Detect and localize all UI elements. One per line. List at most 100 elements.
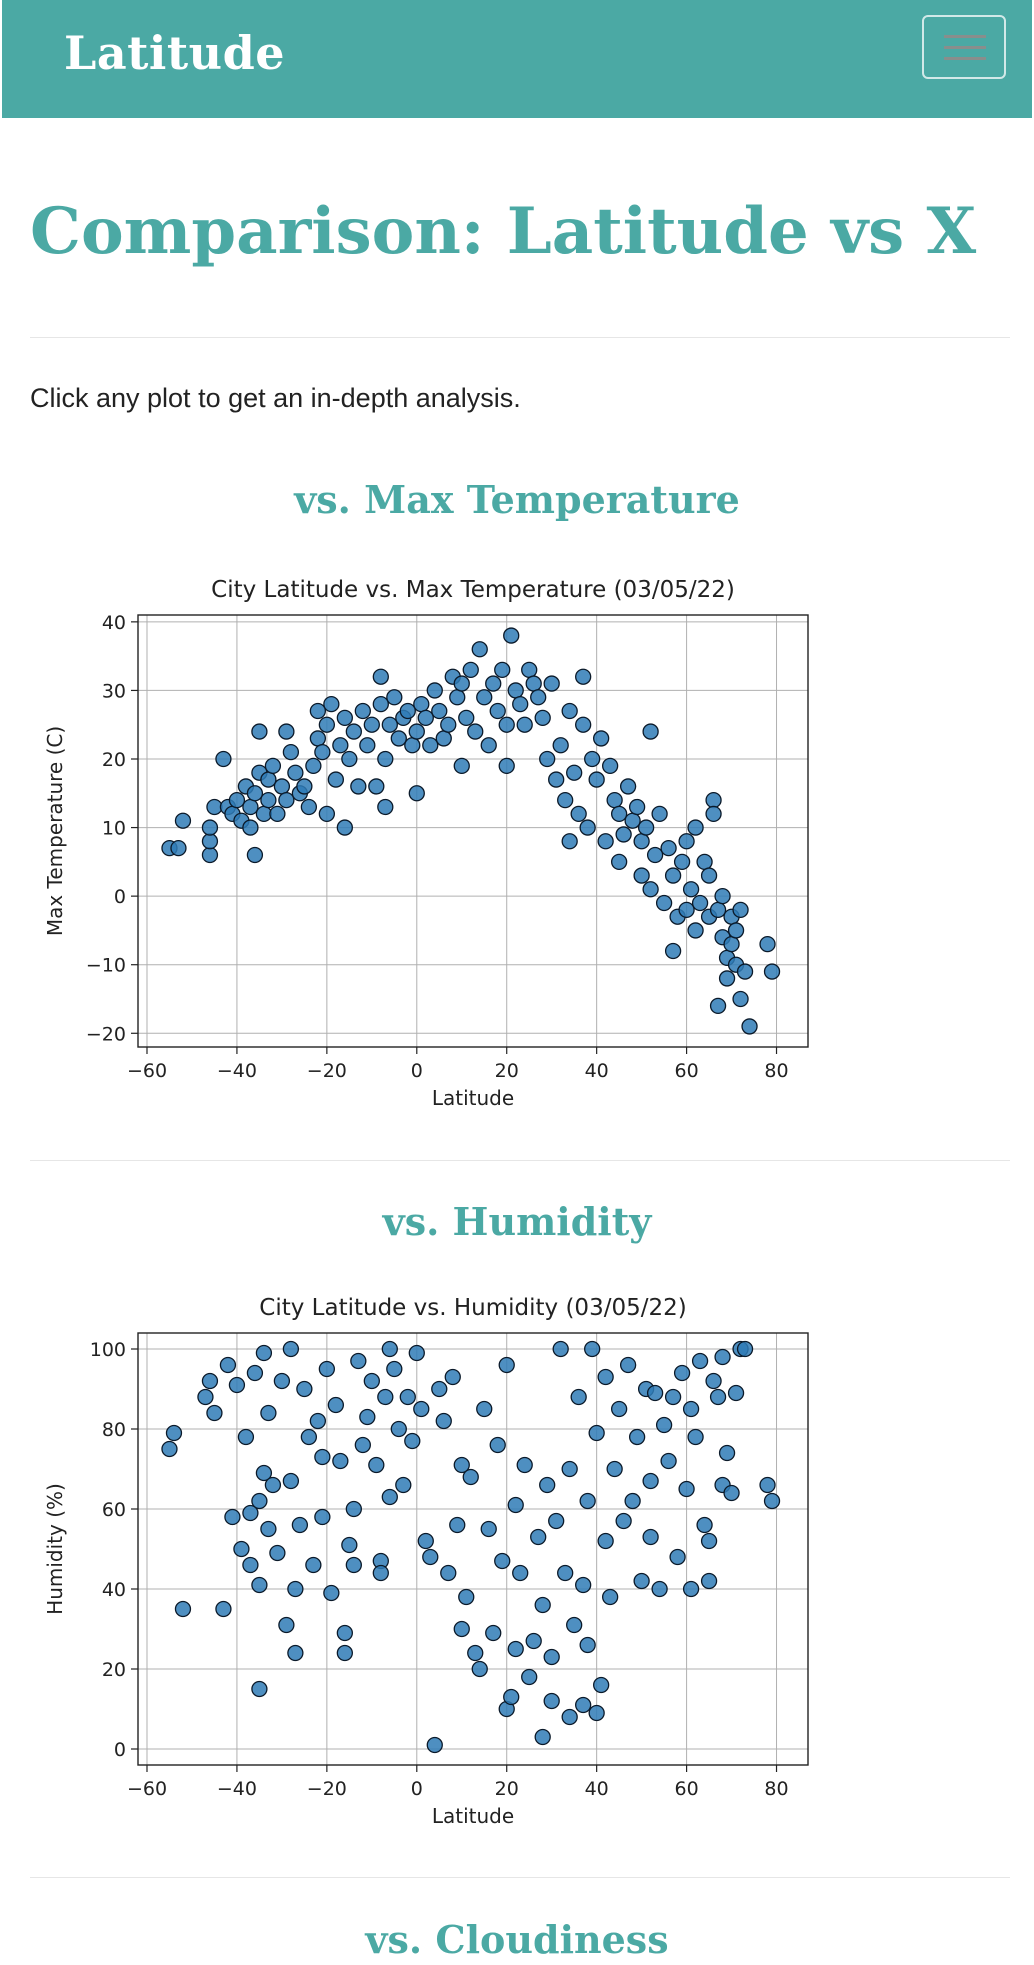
data-point bbox=[242, 1504, 259, 1522]
data-point bbox=[215, 750, 232, 768]
x-tick-label: −20 bbox=[307, 1778, 347, 1800]
data-point bbox=[619, 1356, 637, 1374]
data-point bbox=[174, 1600, 192, 1618]
data-point bbox=[458, 709, 475, 727]
data-point bbox=[516, 1456, 533, 1474]
humidity-plot[interactable]: −60 −40 −20 0 20 40 60 80 0 20 40 60 80 100 City Latit… bbox=[40, 1283, 820, 1838]
data-point bbox=[449, 689, 466, 706]
data-point bbox=[687, 922, 704, 939]
data-point bbox=[354, 1436, 371, 1454]
data-point bbox=[673, 853, 691, 871]
data-point bbox=[723, 1484, 740, 1502]
data-point bbox=[637, 819, 655, 836]
data-point bbox=[642, 723, 659, 740]
data-point bbox=[664, 942, 682, 960]
data-point bbox=[264, 757, 282, 775]
data-point bbox=[633, 1572, 650, 1590]
data-point bbox=[588, 1424, 605, 1442]
data-point bbox=[278, 723, 295, 740]
data-point bbox=[534, 709, 551, 727]
data-point bbox=[530, 1528, 547, 1546]
data-point bbox=[575, 1576, 592, 1594]
data-point bbox=[485, 1624, 502, 1642]
data-point bbox=[759, 935, 776, 953]
data-point bbox=[224, 1508, 241, 1526]
data-point bbox=[593, 730, 610, 747]
data-point bbox=[359, 1408, 376, 1426]
data-point bbox=[512, 695, 529, 713]
data-point bbox=[201, 819, 219, 836]
data-point bbox=[714, 887, 731, 905]
y-tick-label: 60 bbox=[102, 1499, 126, 1521]
data-point bbox=[705, 791, 722, 809]
data-point bbox=[525, 675, 542, 692]
data-point bbox=[543, 1648, 560, 1666]
data-point bbox=[579, 1636, 596, 1654]
data-point bbox=[273, 778, 291, 795]
data-point bbox=[260, 771, 277, 788]
data-point bbox=[368, 1456, 385, 1474]
data-point bbox=[610, 805, 628, 823]
max-temperature-plot[interactable]: −60 −40 −20 0 20 40 60 80 −20 −10 0 10 20 30 40 City La… bbox=[40, 565, 820, 1120]
data-point bbox=[534, 1596, 551, 1614]
x-tick-label: 0 bbox=[411, 1778, 423, 1800]
data-point bbox=[521, 1668, 538, 1686]
data-point bbox=[251, 723, 268, 740]
data-point bbox=[669, 1548, 686, 1566]
data-point bbox=[417, 1532, 434, 1550]
data-point bbox=[363, 716, 380, 733]
data-point bbox=[507, 1640, 524, 1658]
x-tick-label: 0 bbox=[411, 1060, 423, 1082]
x-tick-label: −20 bbox=[307, 1060, 347, 1082]
data-point bbox=[597, 833, 614, 850]
data-point bbox=[426, 682, 443, 699]
x-tick-label: 40 bbox=[585, 1778, 609, 1800]
data-point bbox=[525, 1632, 542, 1650]
data-point bbox=[584, 1340, 601, 1358]
section-title-humidity: vs. Humidity bbox=[382, 1199, 652, 1244]
data-point bbox=[732, 901, 749, 919]
plot-frame bbox=[137, 614, 809, 1048]
data-point bbox=[318, 805, 336, 823]
data-point bbox=[201, 1372, 219, 1390]
y-tick-label: 80 bbox=[102, 1419, 126, 1441]
navbar-toggle-button[interactable] bbox=[922, 15, 1006, 79]
data-point bbox=[664, 867, 682, 884]
data-point bbox=[377, 1388, 394, 1406]
y-tick-label: 0 bbox=[114, 1739, 126, 1761]
data-point bbox=[471, 1660, 488, 1678]
data-point bbox=[426, 1736, 443, 1754]
data-point bbox=[682, 1580, 700, 1598]
data-point bbox=[386, 689, 403, 706]
data-point bbox=[606, 1460, 623, 1478]
data-point bbox=[363, 1372, 380, 1390]
navbar-brand[interactable]: Latitude bbox=[64, 26, 285, 80]
data-point bbox=[489, 1436, 506, 1454]
data-point bbox=[476, 689, 493, 706]
data-point bbox=[655, 894, 673, 912]
data-point bbox=[215, 1600, 232, 1618]
data-point bbox=[174, 812, 192, 829]
data-point bbox=[709, 1388, 727, 1406]
data-point bbox=[444, 1368, 461, 1386]
data-point bbox=[246, 846, 264, 864]
data-point bbox=[548, 1512, 565, 1530]
data-point bbox=[682, 881, 700, 898]
data-point bbox=[282, 743, 300, 761]
chart-title: City Latitude vs. Max Temperature (03/05… bbox=[211, 577, 735, 603]
y-tick-label: −10 bbox=[86, 955, 126, 977]
data-point bbox=[570, 805, 587, 823]
data-point bbox=[237, 1428, 255, 1446]
data-point bbox=[318, 1360, 336, 1378]
data-point bbox=[404, 1432, 421, 1450]
data-point bbox=[251, 1680, 268, 1698]
x-tick-label: −40 bbox=[217, 1060, 257, 1082]
data-point bbox=[552, 1340, 569, 1358]
y-axis-label: Max Temperature (C) bbox=[43, 726, 67, 936]
data-point bbox=[557, 1564, 574, 1582]
data-point bbox=[610, 853, 628, 871]
data-point bbox=[431, 702, 448, 720]
data-point bbox=[390, 1420, 407, 1438]
data-point bbox=[610, 1400, 628, 1418]
x-tick-label: 60 bbox=[674, 1778, 698, 1800]
